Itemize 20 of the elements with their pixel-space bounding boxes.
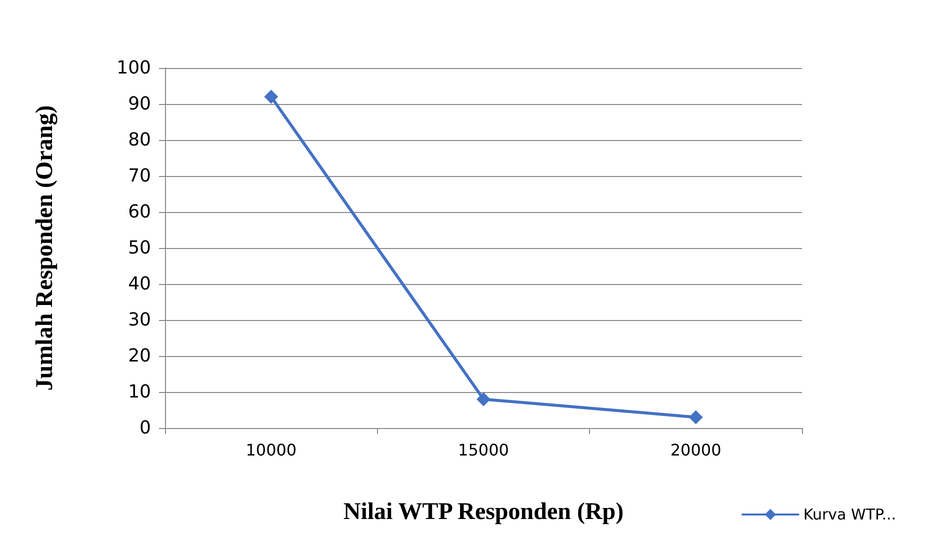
y-tick-label: 60 <box>128 202 151 222</box>
x-tick-label: 20000 <box>670 440 722 460</box>
point <box>688 410 703 424</box>
y-tick-label: 100 <box>116 58 151 78</box>
y-tick-label: 30 <box>128 310 151 330</box>
x-tick-label: 10000 <box>246 440 297 460</box>
y-tick-label: 40 <box>128 274 151 294</box>
x-axis-title: Nilai WTP Responden (Rp) <box>343 499 624 525</box>
legend-label: Kurva WTP... <box>803 506 896 524</box>
point <box>264 90 278 104</box>
y-tick-label: 50 <box>128 238 151 258</box>
x-tick-label: 15000 <box>458 440 509 460</box>
y-tick-label: 90 <box>128 94 151 114</box>
y-tick-label: 70 <box>128 166 151 186</box>
y-tick-label: 20 <box>128 346 151 366</box>
y-axis-title: Jumlah Responden (Orang) <box>32 105 58 391</box>
y-tick-label: 0 <box>140 418 151 438</box>
y-tick-label: 80 <box>128 130 151 150</box>
point <box>476 392 490 406</box>
y-tick-label: 10 <box>128 382 151 402</box>
